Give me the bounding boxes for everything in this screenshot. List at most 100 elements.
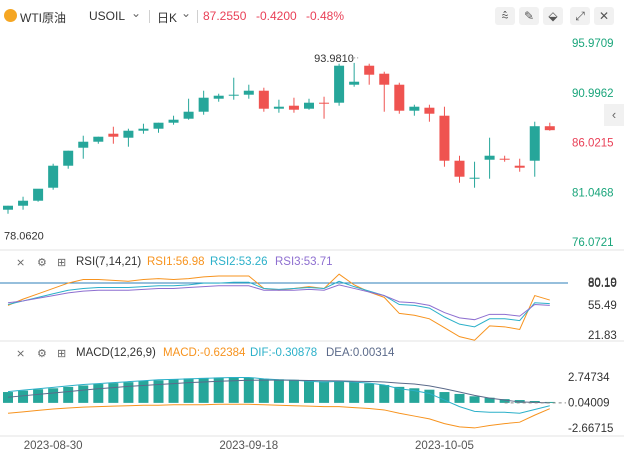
x-tick-label: 2023-08-30 — [24, 440, 83, 452]
candle-body — [18, 200, 29, 206]
candle-body — [379, 73, 390, 85]
macd-histogram-bar — [409, 388, 420, 403]
price-change-percent: -0.48% — [306, 9, 345, 23]
candle-body — [63, 150, 74, 166]
high-marker-label: 93.9810 — [314, 53, 354, 65]
rsi3-value: RSI3:53.71 — [275, 256, 333, 268]
macd-histogram-bar — [228, 377, 239, 403]
fullscreen-icon[interactable]: ⤢ — [570, 7, 590, 25]
rsi-title: RSI(7,14,21) — [76, 256, 142, 268]
macd-histogram-bar — [273, 379, 284, 403]
period-selector[interactable]: 日K — [157, 11, 178, 25]
macd-histogram-bar — [319, 381, 330, 403]
macd-histogram-bar — [213, 377, 224, 403]
y-tick-label: 76.0721 — [572, 237, 614, 249]
hide-icon[interactable]: ⨯ — [16, 348, 26, 360]
candle-body — [48, 165, 59, 188]
candle-body — [213, 95, 224, 99]
candle-body — [364, 65, 375, 75]
candle-body — [168, 119, 179, 123]
macd-histogram-bar — [183, 378, 194, 403]
dif-value: DIF:-0.30878 — [250, 347, 318, 359]
oil-logo-icon — [4, 9, 17, 22]
macd-histogram-bar — [198, 377, 209, 403]
candle-body — [108, 133, 119, 137]
candle-body — [3, 205, 13, 210]
close-icon[interactable]: ✕ — [594, 7, 614, 25]
chart-type-icon[interactable]: ⩯ — [495, 7, 515, 25]
candle-body — [529, 126, 540, 161]
rsi-series-line — [7, 284, 550, 321]
candle-body — [123, 130, 134, 138]
macd-histogram-bar — [33, 389, 44, 403]
y-tick-label: 86.0215 — [572, 138, 614, 150]
candle-body — [499, 158, 510, 160]
rsi-y-tick-label: 55.49 — [588, 300, 617, 312]
macd-histogram-bar — [78, 385, 89, 403]
macd-histogram-bar — [18, 390, 29, 403]
y-tick-label: 90.9962 — [572, 88, 614, 100]
candle-body — [469, 177, 480, 179]
candle-body — [484, 155, 495, 160]
add-indicator-icon[interactable]: ⊞ — [57, 348, 67, 360]
candle-body — [93, 136, 104, 142]
settings-icon[interactable]: ⬙ — [543, 7, 563, 25]
candle-body — [334, 65, 345, 103]
gear-icon[interactable]: ⚙ — [37, 257, 47, 269]
candle-body — [454, 160, 465, 177]
candle-body — [138, 128, 149, 131]
rsi-series-line — [7, 280, 550, 328]
candle-body — [304, 102, 314, 109]
candle-body — [198, 97, 209, 112]
candle-body — [258, 90, 269, 109]
x-tick-label: 2023-10-05 — [415, 440, 474, 452]
macd-histogram-bar — [439, 392, 450, 403]
candle-body — [78, 141, 89, 148]
add-indicator-icon[interactable]: ⊞ — [57, 257, 67, 269]
ticker-selector[interactable]: USOIL — [89, 9, 126, 23]
chevron-down-icon[interactable]: ⌄ — [181, 6, 192, 20]
chevron-down-icon[interactable]: ⌄ — [131, 6, 142, 20]
candle-body — [288, 105, 299, 110]
candle-body — [273, 106, 284, 109]
candle-body — [409, 106, 420, 111]
macd-histogram-bar — [243, 377, 254, 403]
candle-body — [439, 115, 450, 161]
price-change: -0.4200 — [256, 9, 297, 23]
candle-body — [394, 84, 405, 111]
macd-histogram-bar — [168, 379, 179, 403]
chart-toolbar: WTI原油 USOIL ⌄ 日K ⌄ 87.2550 -0.4200 -0.48… — [0, 0, 624, 32]
y-tick-label: 81.0468 — [572, 187, 614, 199]
rsi-series-line — [7, 273, 550, 341]
macd-histogram-bar — [288, 379, 299, 403]
macd-series-line — [7, 379, 550, 404]
macd-histogram-bar — [153, 380, 164, 403]
macd-y-tick-label: 0.04009 — [568, 398, 610, 410]
macd-histogram-bar — [108, 383, 119, 403]
macd-histogram-bar — [469, 396, 480, 403]
candle-body — [544, 126, 555, 131]
candle-body — [228, 94, 239, 96]
candle-body — [319, 102, 330, 104]
macd-histogram-bar — [454, 393, 465, 403]
x-tick-label: 2023-09-18 — [219, 440, 278, 452]
hide-icon[interactable]: ⨯ — [16, 257, 26, 269]
macd-histogram-bar — [499, 399, 510, 403]
macd-title: MACD(12,26,9) — [76, 347, 156, 359]
macd-histogram-bar — [304, 380, 314, 403]
draw-icon[interactable]: ✎ — [519, 7, 539, 25]
macd-histogram-bar — [379, 384, 390, 403]
rsi-y-tick-label: 21.83 — [588, 330, 617, 342]
gear-icon[interactable]: ⚙ — [37, 348, 47, 360]
macd-histogram-bar — [138, 380, 149, 403]
collapse-panel-icon[interactable]: ‹ — [604, 104, 624, 126]
candle-body — [243, 90, 254, 95]
rsi-y-tick-label: 80.19 — [588, 277, 617, 289]
macd-histogram-bar — [48, 388, 59, 403]
macd-histogram-bar — [123, 382, 134, 403]
symbol-name: WTI原油 — [20, 11, 66, 25]
macd-series-line — [7, 403, 550, 429]
candle-body — [514, 165, 525, 168]
rsi2-value: RSI2:53.26 — [210, 256, 268, 268]
